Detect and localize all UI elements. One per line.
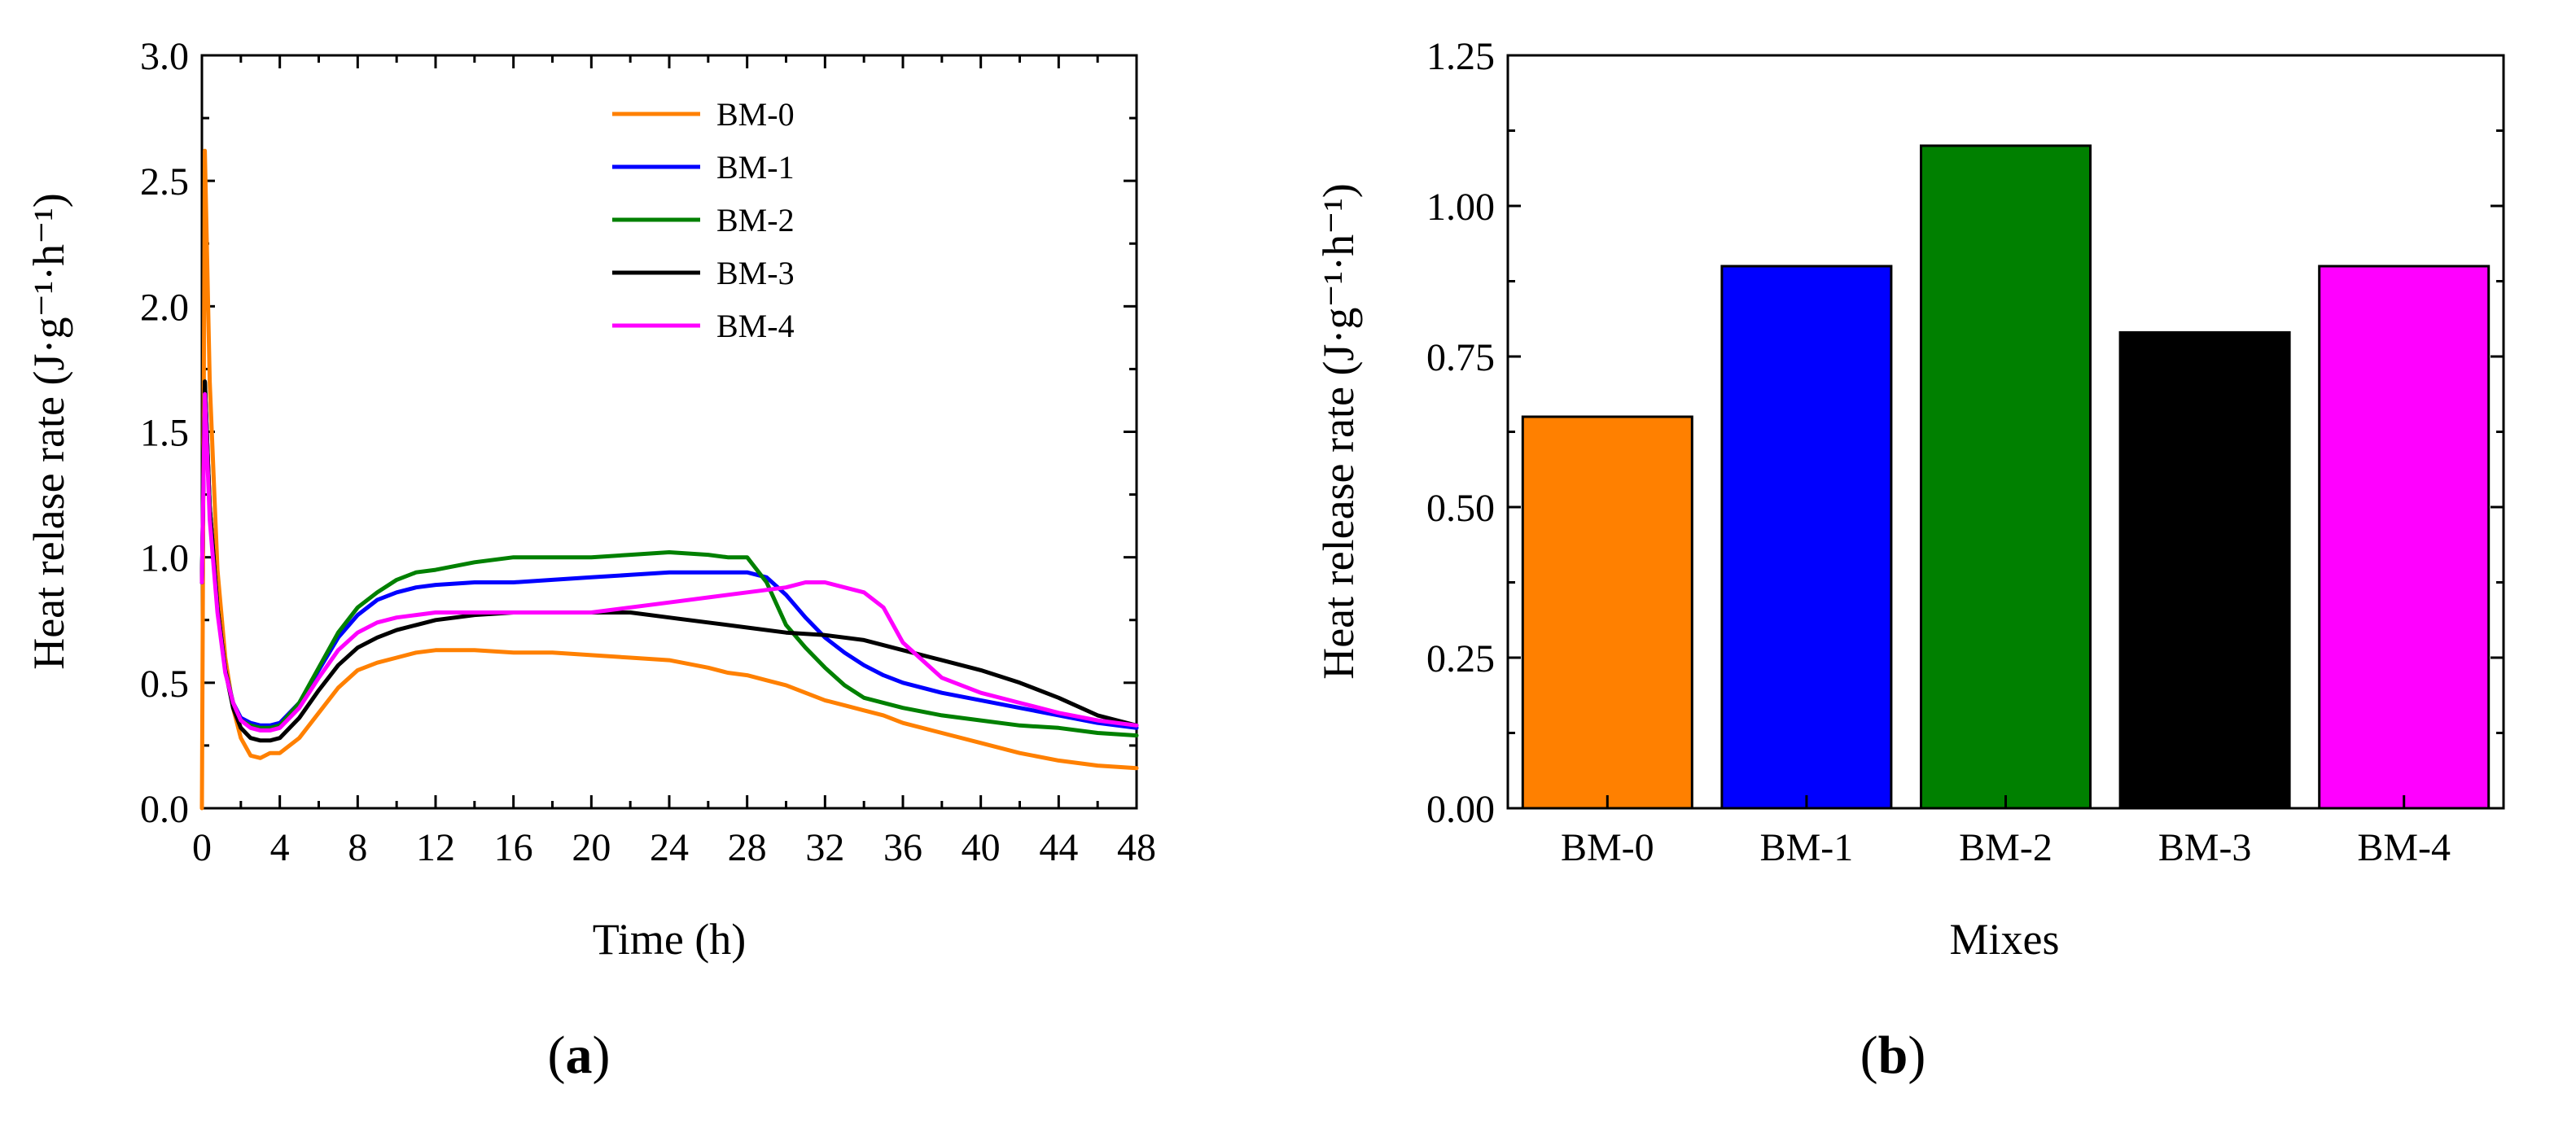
chart-a-x-tick-label: 36 <box>883 826 922 869</box>
legend-label: BM-1 <box>716 149 795 186</box>
chart-a-x-tick-label: 20 <box>572 826 611 869</box>
chart-a-x-tick-label: 16 <box>494 826 533 869</box>
series-line-bm-3 <box>199 379 1139 743</box>
bar-bm-4 <box>2318 265 2491 810</box>
legend-label: BM-0 <box>716 96 795 133</box>
chart-a-y-axis-label: Heat relase rate (J·g⁻¹·h⁻¹) <box>24 193 73 670</box>
series-line-bm-0 <box>199 148 1139 811</box>
bar-bm-1 <box>1720 265 1893 810</box>
chart-b-y-tick-label: 0.25 <box>1426 637 1495 680</box>
chart-a-legend: BM-0 BM-1 BM-2 BM-3 BM-4 <box>612 96 795 344</box>
chart-a-x-tick-label: 0 <box>192 826 212 869</box>
chart-b-y-tick-label: 1.25 <box>1426 35 1495 78</box>
legend-item-bm-0: BM-0 <box>612 96 795 133</box>
chart-b-bars <box>1521 144 2491 810</box>
heat-release-bar-chart: BM-0 BM-1 BM-2 BM-3 BM-4 0.00 0.25 0.50 0.75 1.00… <box>1314 35 2505 1085</box>
legend-item-bm-2: BM-2 <box>612 202 795 238</box>
chart-a-ticks: 0 4 8 12 16 20 24 28 32 36 40 44 480.00.51.01.52.02.… <box>140 35 1156 869</box>
chart-a-x-tick-label: 12 <box>416 826 455 869</box>
chart-a-x-tick-label: 8 <box>348 826 367 869</box>
chart-a-x-tick-label: 44 <box>1039 826 1078 869</box>
legend-label: BM-4 <box>716 308 795 344</box>
chart-a-y-tick-label: 0.5 <box>140 663 189 706</box>
series-line-bm-1 <box>199 379 1139 730</box>
bar-bm-0 <box>1521 415 1693 810</box>
chart-b-y-axis-label: Heat release rate (J·g⁻¹·h⁻¹) <box>1314 183 1363 680</box>
chart-a-y-tick-label: 2.0 <box>140 286 189 329</box>
chart-a-series-lines <box>199 148 1139 811</box>
heat-flow-line-chart: 0 4 8 12 16 20 24 28 32 36 40 44 480.00.51.01.52.02.… <box>24 35 1156 1085</box>
bar-bm-3 <box>2118 330 2291 810</box>
chart-b-ticks: BM-0 BM-1 BM-2 BM-3 BM-4 0.00 0.25 0.50 0.75 1.00… <box>1426 35 2504 869</box>
legend-item-bm-1: BM-1 <box>612 149 795 186</box>
chart-b-x-tick-label: BM-1 <box>1760 826 1854 869</box>
bar-bm-2 <box>1920 144 2092 810</box>
legend-label: BM-3 <box>716 255 795 291</box>
chart-a-y-tick-label: 0.0 <box>140 788 189 831</box>
chart-a-y-tick-label: 3.0 <box>140 35 189 78</box>
chart-a-y-tick-label: 1.5 <box>140 412 189 455</box>
chart-b-y-tick-label: 0.75 <box>1426 336 1495 379</box>
chart-a-x-tick-label: 24 <box>650 826 689 869</box>
chart-b-x-tick-label: BM-4 <box>2357 826 2451 869</box>
chart-a-y-tick-label: 2.5 <box>140 160 189 203</box>
chart-a-x-tick-label: 48 <box>1117 826 1156 869</box>
chart-b-y-tick-label: 0.00 <box>1426 788 1495 831</box>
chart-b-y-tick-label: 0.50 <box>1426 487 1495 530</box>
chart-a-y-tick-label: 1.0 <box>140 537 189 580</box>
chart-b-x-axis-label: Mixes <box>1950 915 2060 964</box>
chart-a-x-tick-label: 4 <box>270 826 290 869</box>
chart-a-x-axis-label: Time (h) <box>593 915 747 964</box>
chart-a-x-tick-label: 28 <box>728 826 767 869</box>
chart-a-x-tick-label: 32 <box>805 826 844 869</box>
chart-b-x-tick-label: BM-3 <box>2158 826 2252 869</box>
legend-item-bm-3: BM-3 <box>612 255 795 291</box>
chart-b-y-tick-label: 1.00 <box>1426 186 1495 229</box>
legend-label: BM-2 <box>716 202 795 238</box>
legend-item-bm-4: BM-4 <box>612 308 795 344</box>
chart-b-x-tick-label: BM-0 <box>1561 826 1654 869</box>
panel-label-b: (b) <box>1860 1026 1926 1085</box>
chart-a-x-tick-label: 40 <box>962 826 1001 869</box>
series-line-bm-4 <box>199 392 1139 733</box>
chart-b-x-tick-label: BM-2 <box>1959 826 2052 869</box>
panel-label-a: (a) <box>548 1026 611 1085</box>
